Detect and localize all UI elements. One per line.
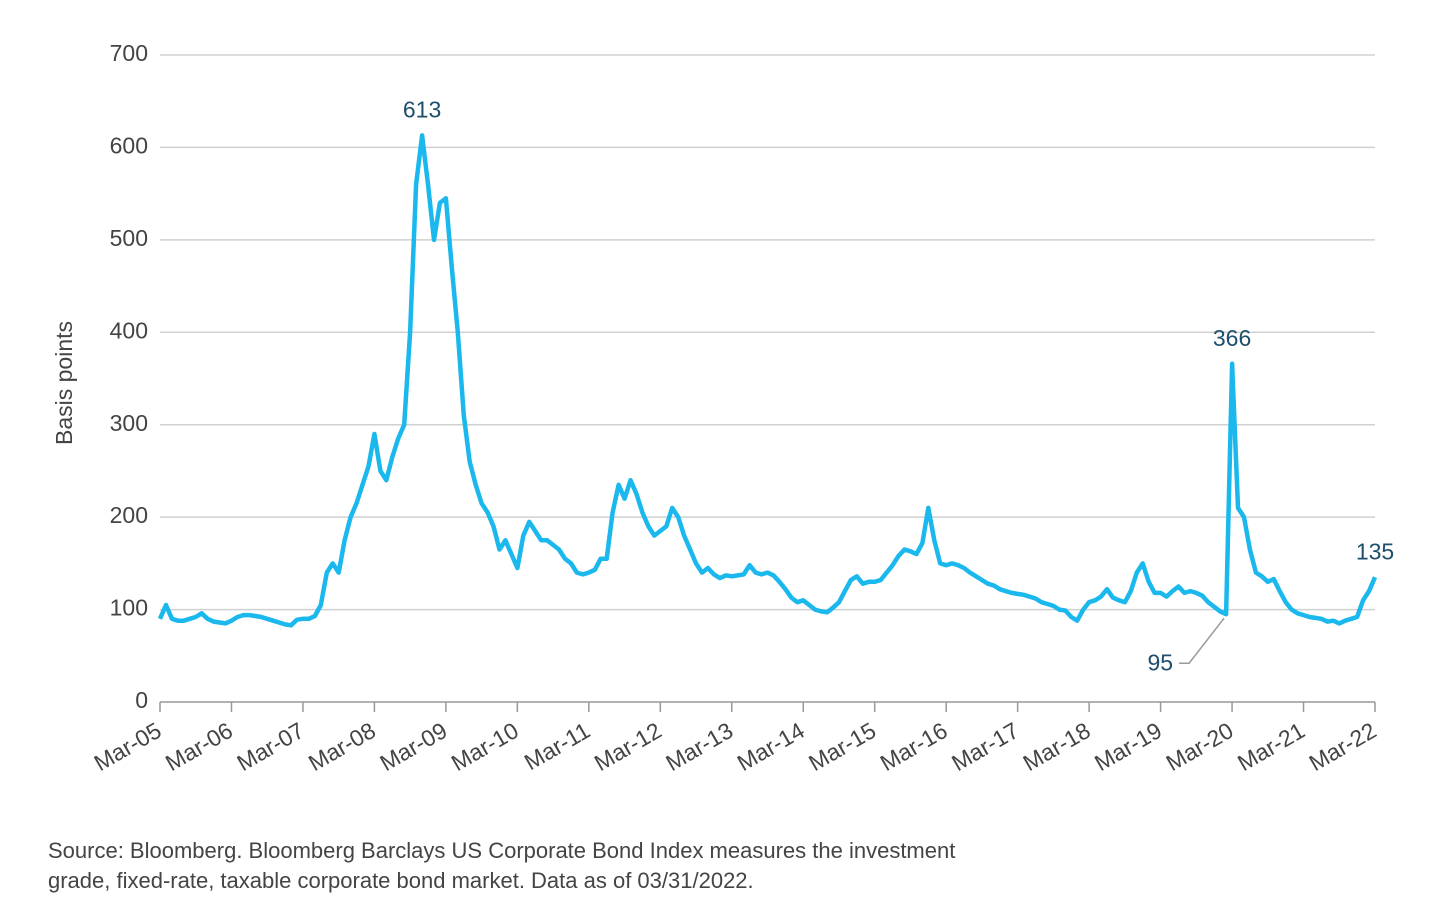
y-tick-label: 300 — [110, 410, 148, 436]
x-tick-label: Mar-22 — [1304, 717, 1380, 776]
y-tick-label: 0 — [135, 687, 148, 713]
y-tick-label: 600 — [110, 133, 148, 159]
y-tick-label: 100 — [110, 595, 148, 621]
y-tick-label: 700 — [110, 40, 148, 66]
x-tick-label: Mar-20 — [1161, 717, 1237, 776]
annotation: 135 — [1356, 538, 1394, 564]
x-tick-label: Mar-10 — [447, 717, 523, 776]
x-tick-label: Mar-21 — [1233, 717, 1309, 776]
x-tick-label: Mar-14 — [733, 717, 809, 776]
x-tick-label: Mar-15 — [804, 717, 880, 776]
y-tick-label: 200 — [110, 502, 148, 528]
y-tick-label: 400 — [110, 317, 148, 343]
annotation: 366 — [1213, 325, 1251, 351]
x-tick-label: Mar-07 — [232, 717, 308, 776]
x-tick-label: Mar-12 — [590, 717, 666, 776]
x-tick-label: Mar-18 — [1019, 717, 1095, 776]
annotation-leader — [1179, 617, 1225, 664]
x-tick-label: Mar-06 — [161, 717, 237, 776]
spread-line — [157, 133, 1378, 628]
x-tick-label: Mar-17 — [947, 717, 1023, 776]
x-tick-label: Mar-16 — [876, 717, 952, 776]
x-tick-label: Mar-09 — [375, 717, 451, 776]
annotation: 613 — [403, 96, 441, 122]
x-tick-label: Mar-05 — [89, 717, 165, 776]
x-tick-label: Mar-08 — [304, 717, 380, 776]
x-tick-label: Mar-13 — [661, 717, 737, 776]
x-tick-label: Mar-19 — [1090, 717, 1166, 776]
source-note: Source: Bloomberg. Bloomberg Barclays US… — [48, 838, 961, 893]
y-tick-label: 500 — [110, 225, 148, 251]
x-tick-label: Mar-11 — [520, 717, 595, 775]
annotation: 95 — [1148, 649, 1174, 675]
y-axis-label: Basis points — [51, 321, 77, 445]
